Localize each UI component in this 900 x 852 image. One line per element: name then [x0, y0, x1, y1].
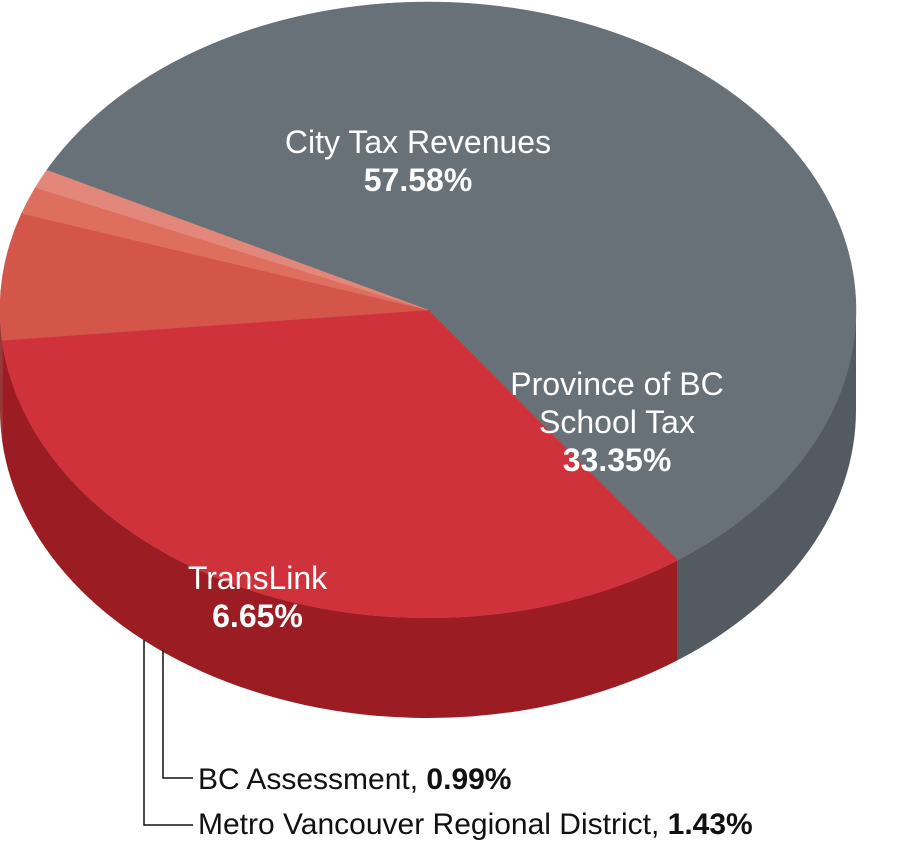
- callout-metro-vancouver-value: 1.43%: [667, 808, 753, 841]
- slice-name-province-line2: School Tax: [539, 403, 695, 440]
- pie-slice-city-tax-revenues: [46, 1, 857, 561]
- pie-top-faces: [0, 1, 857, 619]
- leader-line-metro-vancouver: [143, 640, 193, 826]
- callout-metro-vancouver: Metro Vancouver Regional District, 1.43%: [198, 808, 753, 842]
- slice-value-city: 57.58%: [363, 161, 473, 198]
- slice-label-city: City Tax Revenues 57.58%: [218, 124, 618, 200]
- pie-slice-bc-assessment: [34, 169, 429, 311]
- callout-metro-vancouver-name: Metro Vancouver Regional District,: [198, 808, 668, 841]
- pie-side-province-of-bc-school-tax: [2, 340, 678, 719]
- slice-label-translink: TransLink 6.65%: [170, 560, 345, 636]
- leader-line-bc-assessment: [162, 650, 193, 779]
- slice-value-province: 33.35%: [562, 441, 672, 478]
- callout-bc-assessment-value: 0.99%: [426, 763, 512, 796]
- slice-name-province-line1: Province of BC: [510, 366, 724, 402]
- slice-value-translink: 6.65%: [212, 597, 303, 634]
- pie-slice-province-of-bc-school-tax: [1, 309, 679, 619]
- slice-name-city: City Tax Revenues: [284, 124, 552, 160]
- pie-slice-translink: [0, 213, 429, 341]
- pie-side-city-tax-revenues: [677, 310, 856, 661]
- pie-side-translink: [0, 310, 3, 441]
- slice-name-translink: TransLink: [187, 560, 328, 596]
- pie-side-walls: [0, 310, 856, 719]
- callout-bc-assessment: BC Assessment, 0.99%: [198, 763, 512, 797]
- callout-bc-assessment-name: BC Assessment,: [198, 763, 427, 796]
- callout-leader-lines: [143, 640, 193, 826]
- slice-label-province: Province of BC School Tax 33.35%: [467, 366, 767, 479]
